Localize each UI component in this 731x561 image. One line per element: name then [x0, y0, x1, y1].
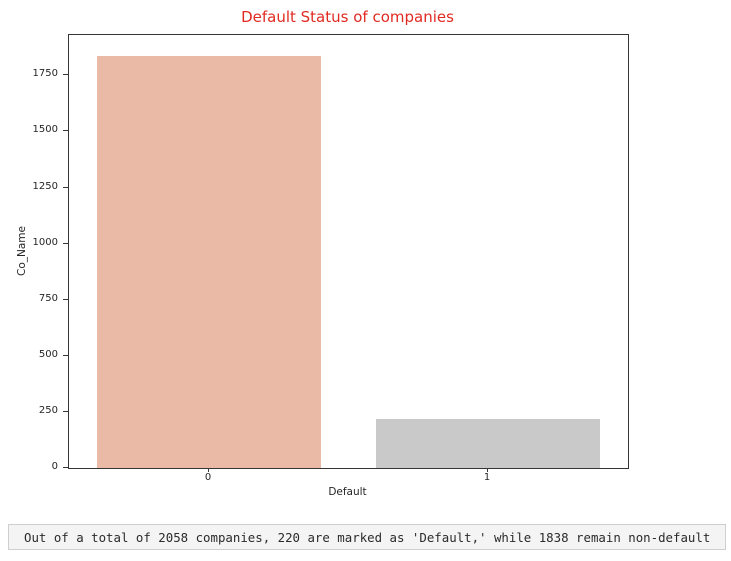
bar-1: [376, 419, 600, 468]
y-tick-mark: [63, 299, 68, 300]
y-axis-label: Co_Name: [16, 226, 28, 276]
chart-title: Default Status of companies: [241, 8, 454, 26]
y-tick-label: 250: [38, 405, 58, 416]
x-tick-mark: [208, 468, 209, 472]
y-tick-label: 1500: [32, 124, 58, 135]
caption-text: Out of a total of 2058 companies, 220 ar…: [24, 529, 711, 545]
y-tick-label: 1750: [32, 68, 58, 79]
figure: Default Status of companies Default Co_N…: [16, 8, 629, 498]
y-tick-mark: [63, 130, 68, 131]
y-tick-mark: [63, 411, 68, 412]
caption-box: Out of a total of 2058 companies, 220 ar…: [8, 524, 726, 550]
y-tick-mark: [63, 243, 68, 244]
y-tick-label: 1250: [32, 181, 58, 192]
x-tick-label: 1: [483, 472, 491, 483]
plot-area: [68, 34, 629, 469]
y-tick-mark: [63, 467, 68, 468]
y-tick-label: 1000: [32, 237, 58, 248]
y-tick-mark: [63, 355, 68, 356]
x-axis-label: Default: [328, 486, 367, 498]
y-tick-mark: [63, 187, 68, 188]
x-tick-mark: [487, 468, 488, 472]
x-tick-label: 0: [204, 472, 212, 483]
y-tick-mark: [63, 74, 68, 75]
y-tick-label: 750: [38, 293, 58, 304]
y-tick-label: 500: [38, 349, 58, 360]
y-tick-label: 0: [51, 461, 58, 472]
bar-0: [97, 56, 321, 468]
